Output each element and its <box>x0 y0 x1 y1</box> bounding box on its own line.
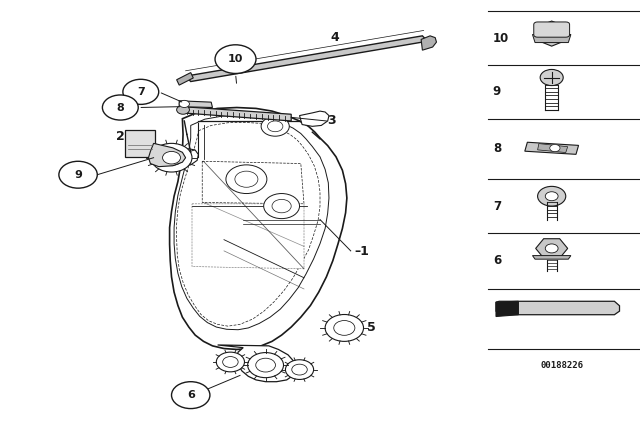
Polygon shape <box>192 204 304 269</box>
Circle shape <box>226 165 267 194</box>
Circle shape <box>59 161 97 188</box>
Polygon shape <box>536 239 568 258</box>
Circle shape <box>292 364 307 375</box>
Polygon shape <box>177 122 320 326</box>
Text: 3: 3 <box>328 114 336 128</box>
Circle shape <box>235 171 258 187</box>
Text: 9: 9 <box>74 170 82 180</box>
Circle shape <box>261 116 289 136</box>
Polygon shape <box>174 116 329 330</box>
Circle shape <box>179 100 189 108</box>
Polygon shape <box>176 149 198 166</box>
Circle shape <box>163 151 180 164</box>
Polygon shape <box>300 111 329 126</box>
Text: 8: 8 <box>493 142 501 155</box>
Circle shape <box>123 79 159 104</box>
Circle shape <box>550 144 560 151</box>
Polygon shape <box>186 36 428 82</box>
Polygon shape <box>202 161 304 204</box>
Polygon shape <box>421 36 436 50</box>
Text: 5: 5 <box>367 321 376 335</box>
Circle shape <box>172 382 210 409</box>
Circle shape <box>545 192 558 201</box>
Circle shape <box>177 105 189 114</box>
Circle shape <box>285 360 314 379</box>
FancyBboxPatch shape <box>534 22 570 37</box>
Circle shape <box>102 95 138 120</box>
Polygon shape <box>496 302 518 316</box>
Circle shape <box>160 150 183 166</box>
Circle shape <box>216 352 244 372</box>
Text: 2: 2 <box>116 130 125 143</box>
Text: –1: –1 <box>354 245 369 258</box>
Text: 8: 8 <box>116 103 124 112</box>
Circle shape <box>545 244 558 253</box>
Text: 6: 6 <box>187 390 195 400</box>
Polygon shape <box>179 101 212 108</box>
Text: 9: 9 <box>493 85 501 99</box>
Text: 7: 7 <box>493 199 501 213</box>
Polygon shape <box>170 108 347 349</box>
Polygon shape <box>538 143 568 152</box>
Polygon shape <box>177 73 193 85</box>
Circle shape <box>223 357 238 367</box>
Circle shape <box>325 314 364 341</box>
Circle shape <box>151 143 192 172</box>
Text: 7: 7 <box>137 87 145 97</box>
Circle shape <box>334 321 355 335</box>
Polygon shape <box>496 302 620 314</box>
Circle shape <box>215 45 256 73</box>
Circle shape <box>538 186 566 206</box>
Circle shape <box>264 194 300 219</box>
Text: 6: 6 <box>493 254 501 267</box>
Circle shape <box>540 69 563 86</box>
FancyBboxPatch shape <box>125 130 155 157</box>
Text: 4: 4 <box>330 31 339 44</box>
Polygon shape <box>536 21 567 46</box>
Text: 10: 10 <box>493 31 509 45</box>
Polygon shape <box>148 143 186 167</box>
Circle shape <box>268 121 283 132</box>
Circle shape <box>272 199 291 213</box>
Polygon shape <box>532 255 571 259</box>
Polygon shape <box>182 107 291 121</box>
Polygon shape <box>218 345 296 382</box>
Text: 10: 10 <box>228 54 243 64</box>
Polygon shape <box>532 34 571 43</box>
Circle shape <box>248 353 284 378</box>
Text: 00188226: 00188226 <box>540 361 584 370</box>
Circle shape <box>256 358 275 372</box>
Polygon shape <box>525 142 579 154</box>
